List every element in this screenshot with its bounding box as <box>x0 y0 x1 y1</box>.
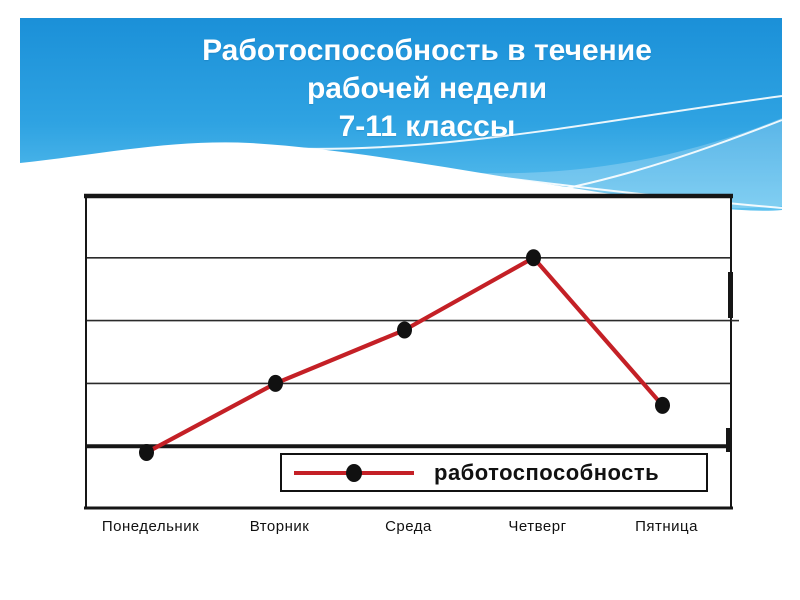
x-axis-label-monday: Понедельник <box>101 518 200 535</box>
x-axis-label-wednesday: Среда <box>385 518 432 535</box>
right-border-tick <box>726 428 732 452</box>
slide-title-line-2: рабочей недели <box>306 72 548 105</box>
x-axis-label-thursday: Четверг <box>508 518 567 535</box>
x-axis-label-tuesday: Вторник <box>249 518 310 535</box>
header-thin-curve-1 <box>239 95 783 150</box>
data-point <box>526 249 541 267</box>
data-point <box>397 321 412 339</box>
legend-label: работоспособность <box>434 459 660 485</box>
legend-line-sample-icon <box>294 455 414 490</box>
data-point <box>268 374 283 392</box>
slide-title: Работоспособность в течение рабочей неде… <box>54 32 800 146</box>
chart-legend: работоспособность <box>280 453 708 492</box>
x-axis-labels: Понедельник Вторник Среда Четверг Пятниц… <box>86 518 731 535</box>
legend-series-marker-icon <box>346 463 362 482</box>
header-light-wave <box>430 118 782 209</box>
data-point <box>655 396 670 414</box>
header-wave-graphic <box>20 18 783 211</box>
x-axis-label-friday: Пятница <box>635 518 698 535</box>
slide-title-line-3: 7-11 классы <box>338 110 516 143</box>
right-border-tick <box>728 272 733 318</box>
data-point <box>139 443 154 461</box>
header-blue-area <box>20 18 782 211</box>
slide-title-line-1: Работоспособность в течение <box>202 34 652 67</box>
